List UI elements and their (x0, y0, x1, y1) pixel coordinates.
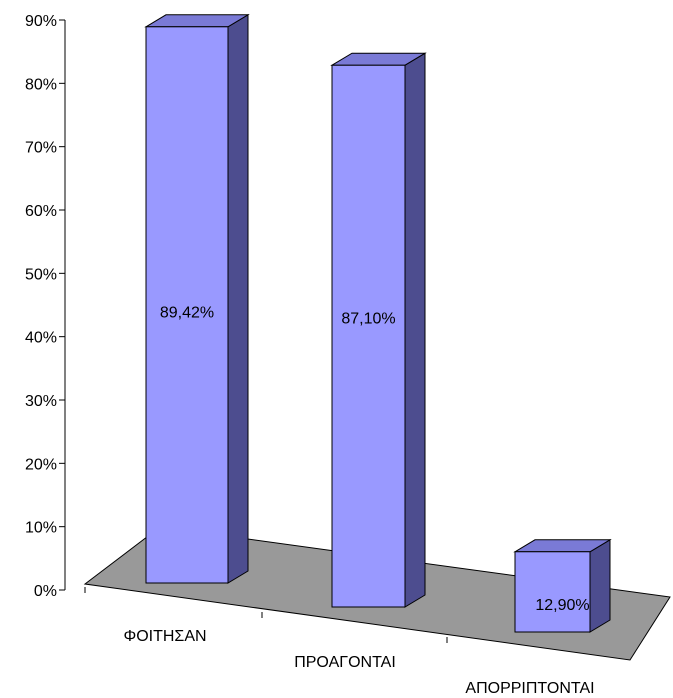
y-tick-label: 40% (25, 330, 57, 347)
data-label: 89,42% (160, 305, 214, 322)
y-tick-label: 30% (25, 393, 57, 410)
y-tick-label: 50% (25, 266, 57, 283)
y-tick-label: 0% (34, 583, 57, 600)
y-tick-label: 20% (25, 456, 57, 473)
y-tick-label: 10% (25, 520, 57, 537)
y-axis: 0% 10% 20% 30% 40% 50% 60% 70% 80% 90% (25, 13, 633, 652)
bars (144, 13, 612, 633)
y-tick-label: 90% (25, 13, 57, 30)
data-label: 87,10% (341, 311, 395, 328)
data-label: 12,90% (535, 597, 589, 614)
x-category-label: ΑΠΟΡΡΙΠΤΟΝΤΑΙ (465, 680, 594, 697)
y-tick-label: 70% (25, 140, 57, 157)
y-tick-label: 80% (25, 76, 57, 93)
bar-side (589, 538, 611, 633)
bar (514, 551, 591, 633)
labels: 89,42% 87,10% 12,90% ΦΟΙΤΗΣΑΝ ΠΡΟΑΓΟΝΤΑΙ ΑΠΟΡ… (123, 305, 594, 697)
x-category-label: ΦΟΙΤΗΣΑΝ (123, 628, 206, 645)
bar-side (404, 52, 426, 608)
bar-side (227, 13, 249, 584)
x-category-label: ΠΡΟΑΓΟΝΤΑΙ (294, 654, 396, 671)
y-tick-label: 60% (25, 203, 57, 220)
bar (331, 64, 406, 608)
bar (145, 26, 229, 584)
